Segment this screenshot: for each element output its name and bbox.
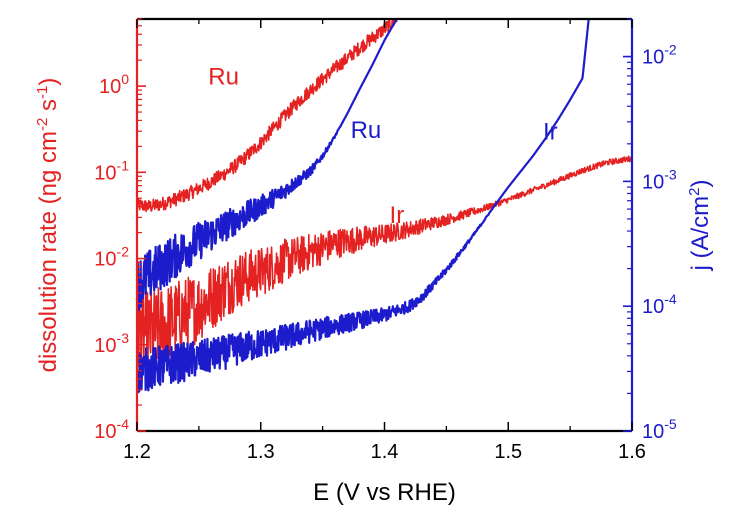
right-y-tick-label: 10-5 <box>642 416 677 443</box>
right-axis-title: j (A/cm2) <box>686 179 714 271</box>
series-layer <box>137 19 632 394</box>
series-line-left-ir <box>137 155 632 379</box>
axes-layer: 1.2 1.3 1.4 1.5 1.6 10-4 10-3 10-2 10-1 100 10-5 10… <box>94 17 677 463</box>
x-tick-label: 1.6 <box>618 441 646 463</box>
left-y-tick-label: 100 <box>99 71 129 98</box>
x-axis-title: E (V vs RHE) <box>313 479 456 506</box>
series-line-left-ru <box>137 19 398 213</box>
right-y-tick-label: 10-4 <box>642 291 677 318</box>
right-y-tick-label: 10-3 <box>642 166 677 193</box>
series-line-right-ir <box>137 19 590 394</box>
series-line-right-ru <box>137 19 398 312</box>
left-y-tick-label: 10-3 <box>94 330 129 357</box>
series-label-ru: Ru <box>208 63 239 90</box>
left-axis-title: dissolution rate (ng cm-2 s-1) <box>34 78 62 373</box>
left-y-tick-label: 10-4 <box>94 416 129 443</box>
x-tick-label: 1.4 <box>371 441 399 463</box>
x-tick-label: 1.5 <box>494 441 522 463</box>
series-label-ir: Ir <box>390 202 405 229</box>
x-tick-label: 1.3 <box>247 441 275 463</box>
series-label-ir: Ir <box>543 119 558 146</box>
series-label-ru: Ru <box>351 117 382 144</box>
right-y-tick-label: 10-2 <box>642 42 677 69</box>
left-y-tick-label: 10-2 <box>94 244 129 271</box>
x-tick-label: 1.2 <box>123 441 151 463</box>
annotation-layer: Ru Ru Ir Ir <box>208 63 557 228</box>
left-y-tick-label: 10-1 <box>94 157 129 184</box>
